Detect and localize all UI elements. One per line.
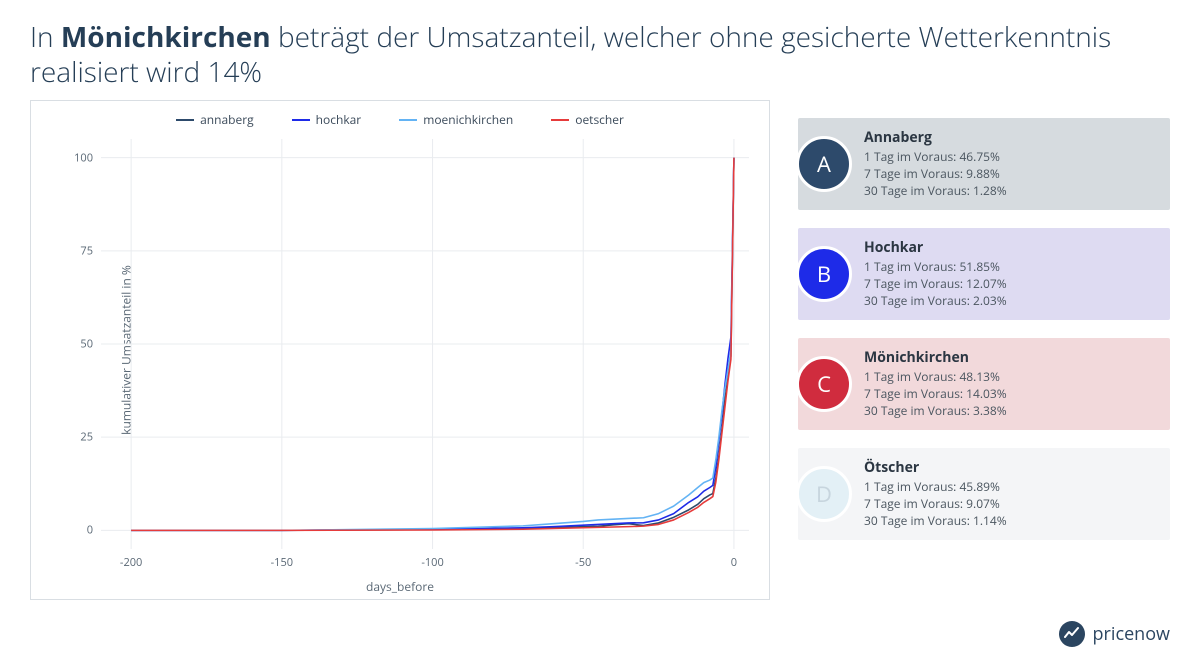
info-card: B Hochkar 1 Tag im Voraus: 51.85%7 Tage im… — [798, 228, 1170, 320]
legend-item: oetscher — [551, 111, 624, 128]
legend-item: moenichkirchen — [399, 111, 513, 128]
y-tick-label: 75 — [80, 243, 101, 258]
legend-item: annaberg — [176, 111, 254, 128]
x-tick-label: -200 — [120, 549, 142, 570]
chart-svg — [101, 139, 749, 549]
card-stat-line: 7 Tage im Voraus: 12.07% — [864, 276, 1156, 293]
brand-logo-icon — [1059, 621, 1085, 647]
brand-logo-text: pricenow — [1093, 622, 1170, 646]
x-tick-label: -150 — [271, 549, 293, 570]
legend-label: moenichkirchen — [423, 111, 513, 128]
card-title: Ötscher — [864, 458, 1156, 477]
card-stat-line: 7 Tage im Voraus: 14.03% — [864, 386, 1156, 403]
info-cards-column: AAnnaberg1 Tag im Voraus: 46.75%7 Tage i… — [798, 100, 1170, 600]
card-stat-line: 30 Tage im Voraus: 3.38% — [864, 403, 1156, 420]
card-stat-line: 30 Tage im Voraus: 1.14% — [864, 513, 1156, 530]
legend-swatch — [292, 119, 310, 121]
title-bold: Mönichkirchen — [61, 18, 271, 56]
y-tick-label: 50 — [80, 337, 101, 352]
legend-label: annaberg — [200, 111, 254, 128]
card-stat-line: 1 Tag im Voraus: 45.89% — [864, 479, 1156, 496]
title-prefix: In — [30, 18, 61, 56]
card-letter-circle: A — [796, 136, 852, 192]
card-stat-line: 1 Tag im Voraus: 51.85% — [864, 259, 1156, 276]
card-letter-circle: D — [796, 466, 852, 522]
card-stat-line: 30 Tage im Voraus: 1.28% — [864, 183, 1156, 200]
brand-logo: pricenow — [1059, 621, 1170, 647]
card-title: Mönichkirchen — [864, 348, 1156, 367]
chart-container: annaberghochkarmoenichkirchenoetscher ku… — [30, 100, 770, 600]
card-stat-line: 7 Tage im Voraus: 9.07% — [864, 496, 1156, 513]
legend-label: hochkar — [316, 111, 362, 128]
card-stat-line: 1 Tag im Voraus: 48.13% — [864, 369, 1156, 386]
card-stat-line: 7 Tage im Voraus: 9.88% — [864, 166, 1156, 183]
legend-label: oetscher — [575, 111, 624, 128]
legend-swatch — [176, 119, 194, 121]
info-card: C Mönichkirchen 1 Tag im Voraus: 48.13%7 T… — [798, 338, 1170, 430]
chart-legend: annaberg hochkar moenichkirchen oetscher — [31, 101, 769, 132]
page-title: In Mönichkirchen beträgt der Umsatzantei… — [0, 0, 1200, 100]
card-title: Annaberg — [864, 128, 1156, 147]
y-tick-label: 25 — [80, 430, 101, 445]
y-tick-label: 0 — [87, 523, 101, 538]
x-tick-label: -100 — [421, 549, 443, 570]
card-title: Hochkar — [864, 238, 1156, 257]
card-letter-circle: C — [796, 356, 852, 412]
card-letter-circle: B — [796, 246, 852, 302]
legend-swatch — [551, 119, 569, 121]
card-stat-line: 1 Tag im Voraus: 46.75% — [864, 149, 1156, 166]
info-card: D Ötscher 1 Tag im Voraus: 45.89%7 Tage im… — [798, 448, 1170, 540]
chart-plot-area: 0255075100-200-150-100-500 — [101, 139, 749, 549]
card-stat-line: 30 Tage im Voraus: 2.03% — [864, 293, 1156, 310]
legend-item: hochkar — [292, 111, 362, 128]
y-tick-label: 100 — [74, 150, 101, 165]
x-tick-label: 0 — [731, 549, 737, 570]
x-tick-label: -50 — [575, 549, 591, 570]
legend-swatch — [399, 119, 417, 121]
info-card: A Annaberg 1 Tag im Voraus: 46.75%7 Tage i… — [798, 118, 1170, 210]
x-axis-label: days_before — [366, 578, 434, 595]
